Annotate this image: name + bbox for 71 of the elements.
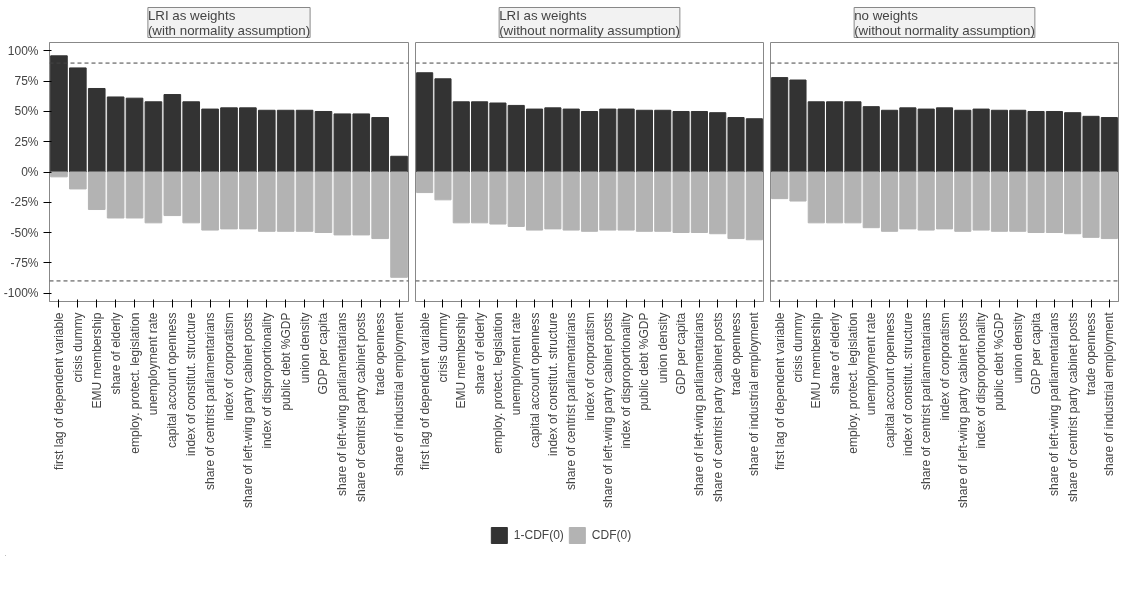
y-tick-label: 25% <box>14 134 39 149</box>
x-tick-label: share of centrist party cabinet posts <box>1065 312 1080 502</box>
x-tick-label: share of industrial employment <box>392 311 407 476</box>
x-tick-label: index of constitut. structure <box>184 312 199 456</box>
x-tick-label: share of elderly <box>472 312 487 395</box>
x-tick-label: unemployment rate <box>864 312 879 416</box>
x-tick-label: index of disproportionality <box>974 312 989 449</box>
x-tick-label: share of left-wing parliamentarians <box>335 312 350 496</box>
x-tick-label: share of centrist parliamentarians <box>203 312 218 490</box>
x-tick-label: share of left-wing party cabinet posts <box>955 312 970 508</box>
x-tick-label: share of left-wing party cabinet posts <box>240 312 255 508</box>
chart-title: LRI as weights (without normality assumption) <box>499 7 680 38</box>
x-tick-label: employ. protect. legislation <box>490 312 505 454</box>
y-tick-label: 50% <box>14 104 39 119</box>
x-tick-label: index of disproportionality <box>259 312 274 449</box>
x-tick-label: unemployment rate <box>146 312 161 416</box>
x-tick-label: index of corporatism <box>937 312 952 421</box>
x-tick-label: share of centrist party cabinet posts <box>354 312 369 502</box>
x-tick-label: trade openness <box>729 312 744 396</box>
y-tick-label: 0% <box>21 165 39 179</box>
x-tick-label: index of disproportionality <box>619 312 634 449</box>
y-tick-label: 75% <box>14 74 39 89</box>
y-tick-label: -50% <box>10 225 39 240</box>
x-tick-label: index of constitut. structure <box>900 312 915 456</box>
x-tick-label: share of left-wing party cabinet posts <box>600 312 615 508</box>
x-tick-label: trade openness <box>373 312 388 396</box>
x-tick-label: GDP per capita <box>316 312 331 395</box>
y-tick-label: -75% <box>10 255 39 270</box>
x-tick-label: EMU membership <box>89 312 104 409</box>
x-tick-label: crisis dummy <box>435 312 450 383</box>
chart-title: LRI as weights (with normality assumption) <box>147 7 311 38</box>
x-tick-label: capital account openness <box>882 312 897 448</box>
legend-label: CDF(0) <box>591 528 632 542</box>
x-tick-label: EMU membership <box>809 312 824 409</box>
x-tick-label: share of elderly <box>827 312 842 395</box>
x-tick-label: employ. protect. legislation <box>845 312 860 454</box>
x-tick-label: share of centrist parliamentarians <box>919 312 934 490</box>
x-tick-label: first lag of dependent variable <box>417 312 432 470</box>
x-tick-label: EMU membership <box>454 312 469 409</box>
x-tick-label: unemployment rate <box>509 312 524 416</box>
x-tick-label: share of industrial employment <box>747 311 762 476</box>
x-tick-label: crisis dummy <box>70 312 85 383</box>
x-tick-label: index of constitut. structure <box>545 312 560 456</box>
x-tick-label: public debt %GDP <box>278 312 293 411</box>
x-tick-label: GDP per capita <box>674 312 689 395</box>
x-tick-label: crisis dummy <box>790 312 805 383</box>
x-tick-label: GDP per capita <box>1029 312 1044 395</box>
x-tick-label: trade openness <box>1084 312 1099 396</box>
y-tick-label: -25% <box>10 195 39 210</box>
x-tick-label: union density <box>655 312 670 384</box>
x-tick-label: public debt %GDP <box>637 312 652 411</box>
x-tick-label: capital account openness <box>527 312 542 448</box>
x-tick-label: share of centrist parliamentarians <box>564 312 579 490</box>
x-tick-label: first lag of dependent variable <box>772 312 787 470</box>
x-tick-label: share of left-wing parliamentarians <box>1047 312 1062 496</box>
x-tick-label: union density <box>297 312 312 384</box>
x-tick-label: public debt %GDP <box>992 312 1007 411</box>
x-tick-label: share of elderly <box>108 312 123 395</box>
x-tick-label: share of centrist party cabinet posts <box>710 312 725 502</box>
x-tick-label: index of corporatism <box>222 312 236 421</box>
y-tick-label: 100% <box>7 43 39 58</box>
chart-title: no weights (without normality assumption) <box>854 7 1035 38</box>
x-tick-label: capital account openness <box>165 312 180 448</box>
y-tick-label: -100% <box>3 286 39 301</box>
x-tick-label: employ. protect. legislation <box>127 312 142 454</box>
x-tick-label: index of corporatism <box>582 312 597 421</box>
x-tick-label: union density <box>1010 312 1025 384</box>
x-tick-label: share of left-wing parliamentarians <box>692 312 707 496</box>
x-tick-label: share of industrial employment <box>1102 311 1117 476</box>
legend-label: 1-CDF(0) <box>513 528 564 542</box>
x-tick-label: first lag of dependent variable <box>51 312 66 470</box>
